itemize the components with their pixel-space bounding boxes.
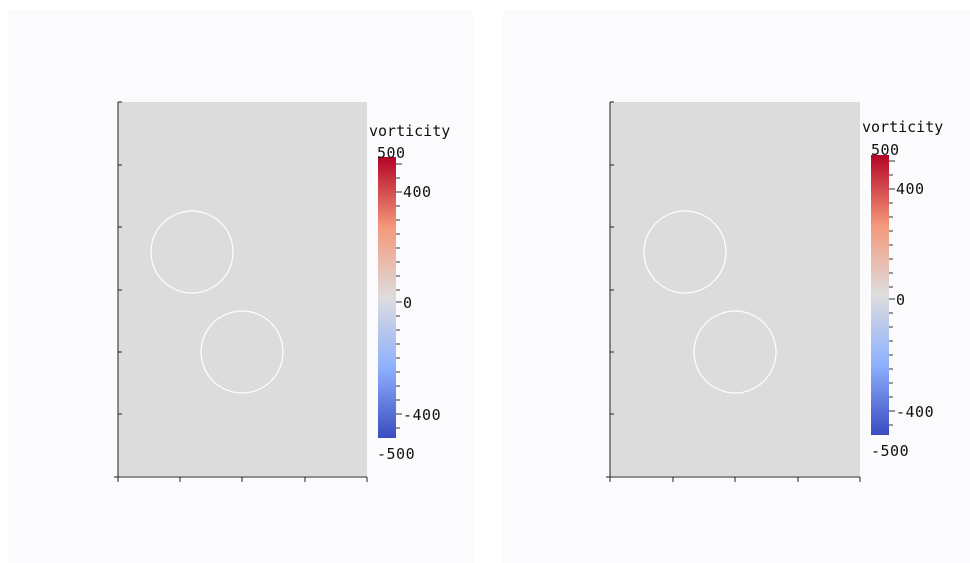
right-axes	[606, 101, 861, 482]
right-colorbar	[871, 155, 889, 435]
right-circle-lower	[693, 310, 777, 394]
right-chart: vorticity 500 400 0 -400 -500	[606, 101, 943, 482]
right-plot-domain	[610, 102, 860, 476]
right-colorbar-ticks	[889, 160, 895, 426]
right-circle-upper	[643, 210, 727, 294]
left-cb-label-max: 500	[377, 144, 406, 162]
left-colorbar-title: vorticity	[369, 122, 450, 140]
left-plot-domain	[118, 102, 367, 476]
right-cb-label-neg400: -400	[896, 403, 934, 421]
left-cb-label-400: 400	[403, 183, 432, 201]
left-cb-label-neg400: -400	[403, 406, 441, 424]
right-cb-label-min: -500	[871, 442, 909, 460]
right-cb-label-400: 400	[896, 180, 925, 198]
left-circle-lower	[200, 310, 284, 394]
right-cb-label-0: 0	[896, 291, 906, 309]
left-cb-label-0: 0	[403, 294, 413, 312]
left-cb-label-min: -500	[377, 445, 415, 463]
left-colorbar-ticks	[396, 163, 402, 429]
left-axes	[114, 101, 368, 482]
left-colorbar	[378, 157, 396, 438]
left-circle-upper	[150, 210, 234, 294]
left-chart: vorticity 500 400 0 -400 -500	[114, 101, 450, 482]
right-colorbar-title: vorticity	[862, 118, 943, 136]
right-cb-label-max: 500	[871, 141, 900, 159]
